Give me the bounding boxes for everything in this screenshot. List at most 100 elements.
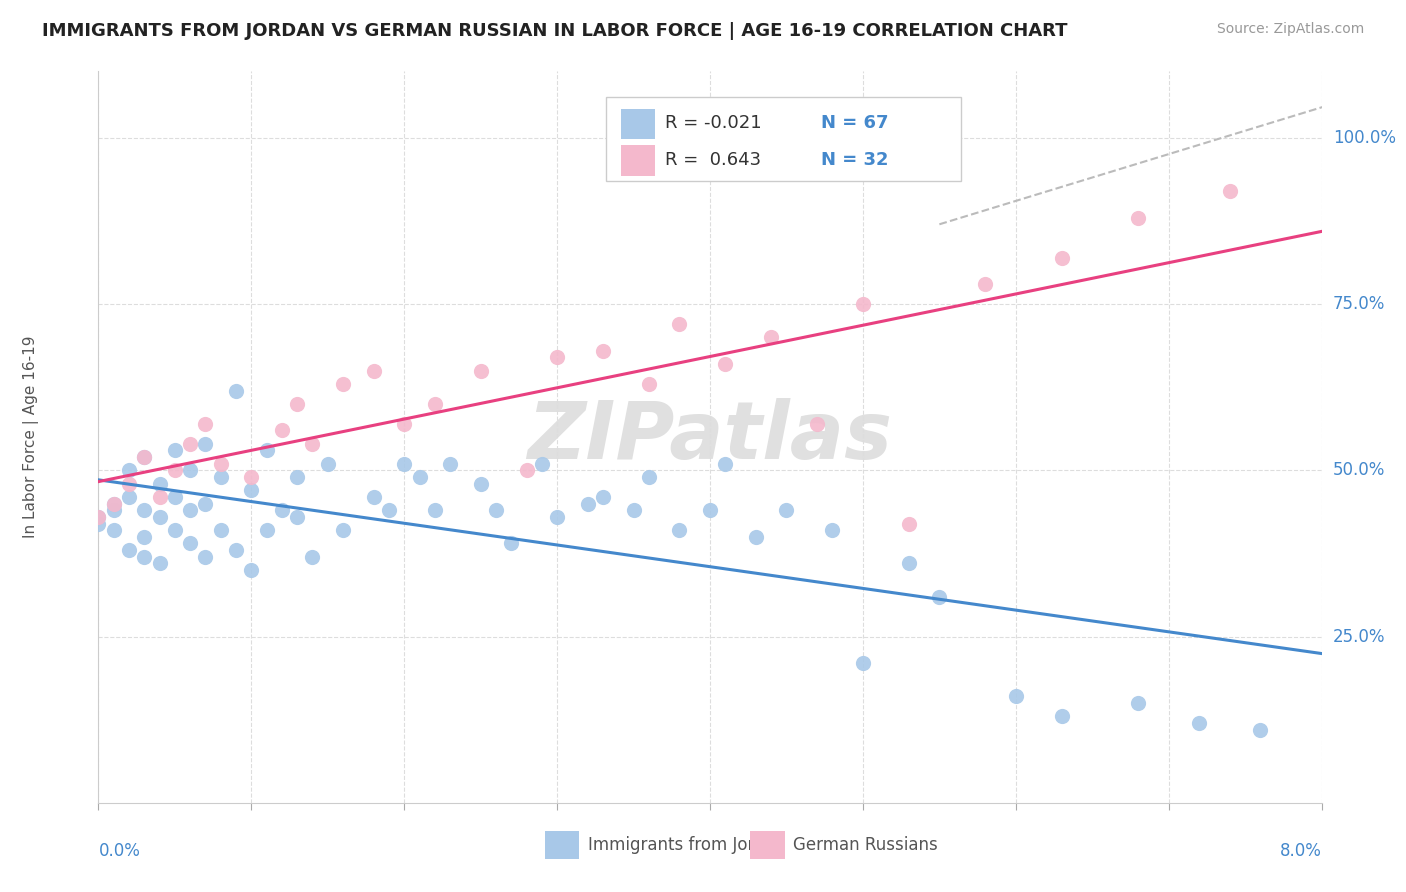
Text: German Russians: German Russians [793, 836, 938, 855]
Bar [546, 831, 579, 859]
Point [623, 503, 645, 517]
Point [897, 516, 920, 531]
Point [301, 549, 323, 564]
Point [194, 417, 217, 431]
Point [546, 509, 568, 524]
Point [134, 549, 156, 564]
Point [163, 443, 186, 458]
Point [775, 503, 797, 517]
Text: IMMIGRANTS FROM JORDAN VS GERMAN RUSSIAN IN LABOR FORCE | AGE 16-19 CORRELATION : IMMIGRANTS FROM JORDAN VS GERMAN RUSSIAN… [42, 22, 1067, 40]
Point [179, 436, 201, 450]
Point [256, 523, 278, 537]
Point [392, 457, 416, 471]
Point [714, 457, 737, 471]
Point [1050, 251, 1073, 265]
Point [240, 563, 263, 577]
Point [316, 457, 339, 471]
Point [103, 497, 125, 511]
Text: ZIPatlas: ZIPatlas [527, 398, 893, 476]
Point [332, 523, 354, 537]
Point [179, 536, 201, 550]
Bar [751, 831, 785, 859]
Point [225, 384, 247, 398]
Text: 8.0%: 8.0% [1279, 842, 1322, 860]
Point [576, 497, 599, 511]
Point [1249, 723, 1271, 737]
Point [714, 357, 737, 371]
Text: 75.0%: 75.0% [1333, 295, 1385, 313]
Text: 100.0%: 100.0% [1333, 128, 1396, 147]
Point [163, 463, 186, 477]
Point [179, 463, 201, 477]
Point [270, 503, 294, 517]
Point [363, 363, 385, 377]
Point [852, 297, 875, 311]
Point [118, 463, 141, 477]
Point [149, 490, 172, 504]
Point [240, 483, 263, 498]
Point [103, 497, 125, 511]
Text: Source: ZipAtlas.com: Source: ZipAtlas.com [1216, 22, 1364, 37]
Point [1219, 184, 1241, 198]
Point [378, 503, 401, 517]
Text: 0.0%: 0.0% [98, 842, 141, 860]
Point [637, 376, 661, 391]
Point [285, 509, 308, 524]
Text: N = 32: N = 32 [821, 151, 889, 169]
Point [256, 443, 278, 458]
Text: R =  0.643: R = 0.643 [665, 151, 761, 169]
Point [118, 476, 141, 491]
Point [806, 417, 828, 431]
Point [134, 450, 156, 464]
Point [179, 503, 201, 517]
Point [897, 557, 920, 571]
Point [149, 476, 172, 491]
Point [163, 523, 186, 537]
Point [470, 363, 492, 377]
Bar [620, 145, 655, 176]
Point [408, 470, 430, 484]
Point [1128, 211, 1150, 225]
Text: 25.0%: 25.0% [1333, 628, 1385, 646]
Text: Immigrants from Jordan: Immigrants from Jordan [588, 836, 785, 855]
Point [852, 656, 875, 670]
Point [759, 330, 782, 344]
Point [87, 509, 110, 524]
Point [485, 503, 508, 517]
Point [668, 317, 690, 331]
Point [699, 503, 721, 517]
Bar [606, 97, 960, 181]
Text: N = 67: N = 67 [821, 114, 889, 132]
Point [423, 397, 446, 411]
Point [470, 476, 492, 491]
Point [668, 523, 690, 537]
Point [439, 457, 461, 471]
Point [423, 503, 446, 517]
Point [194, 549, 217, 564]
Text: In Labor Force | Age 16-19: In Labor Force | Age 16-19 [22, 335, 39, 539]
Point [592, 490, 614, 504]
Bar [620, 109, 655, 139]
Point [1128, 696, 1150, 710]
Point [103, 523, 125, 537]
Point [530, 457, 553, 471]
Point [194, 497, 217, 511]
Point [134, 450, 156, 464]
Point [209, 457, 232, 471]
Point [332, 376, 354, 391]
Point [118, 543, 141, 558]
Point [974, 277, 997, 292]
Point [134, 530, 156, 544]
Point [363, 490, 385, 504]
Point [301, 436, 323, 450]
Point [194, 436, 217, 450]
Point [270, 424, 294, 438]
Point [637, 470, 661, 484]
Point [285, 470, 308, 484]
Point [149, 509, 172, 524]
Point [821, 523, 844, 537]
Point [118, 490, 141, 504]
Point [546, 351, 568, 365]
Point [209, 470, 232, 484]
Point [1050, 709, 1073, 723]
